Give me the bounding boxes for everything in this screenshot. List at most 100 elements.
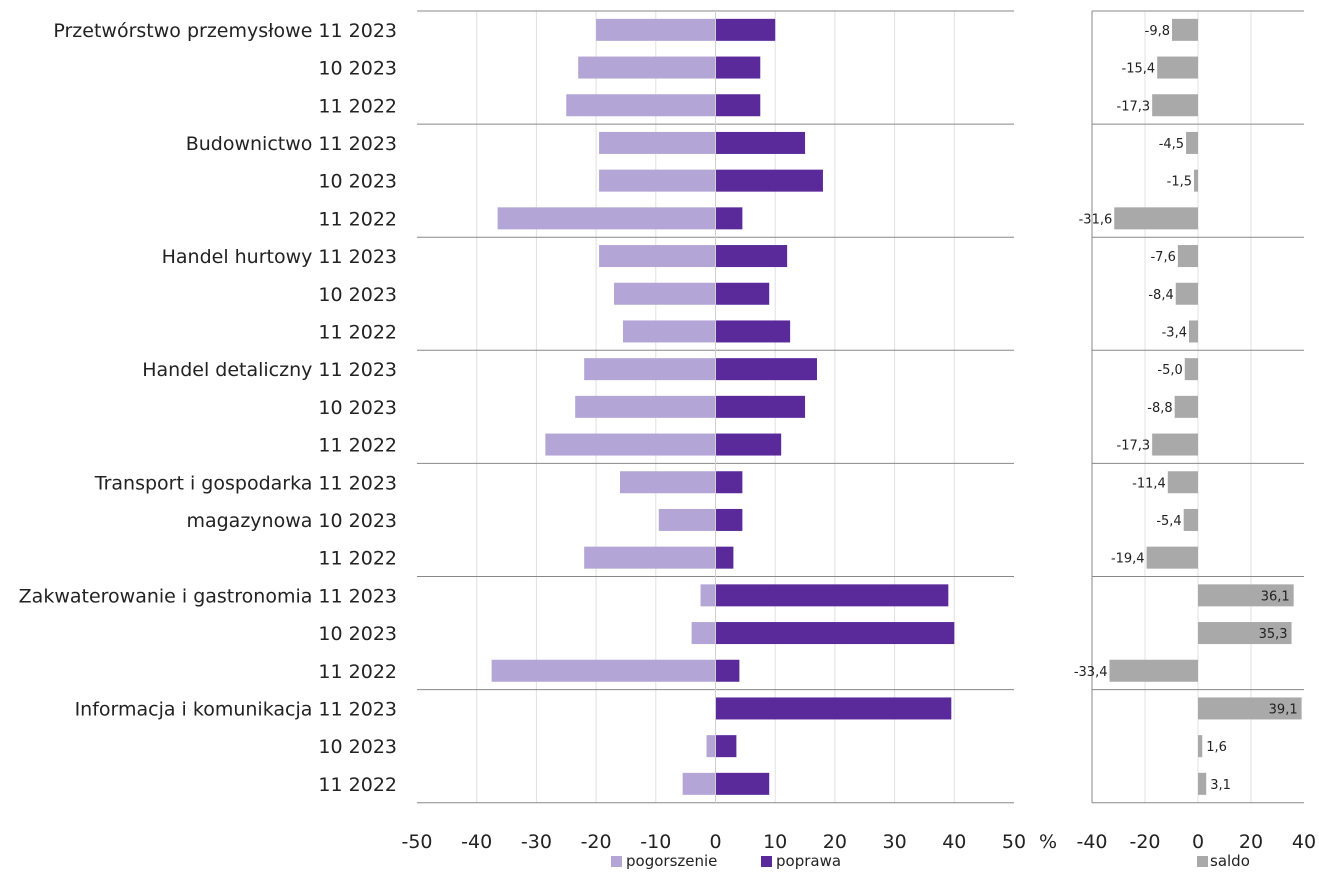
- bar-saldo: [1186, 131, 1198, 154]
- bar-pogorszenie: [599, 169, 716, 192]
- row-label: 10 2023: [318, 58, 397, 80]
- saldo-x-tick-label: -40: [1076, 831, 1107, 853]
- row-label: 10 2023: [318, 171, 397, 193]
- bar-pogorszenie: [578, 56, 716, 79]
- bar-pogorszenie: [599, 245, 716, 268]
- bar-saldo: [1114, 207, 1198, 230]
- bar-saldo: [1183, 508, 1198, 531]
- row-label: 11 2022: [318, 774, 397, 796]
- bar-pogorszenie: [584, 358, 716, 381]
- bar-poprawa: [715, 56, 761, 79]
- bar-poprawa: [715, 659, 740, 682]
- bar-saldo: [1198, 622, 1292, 645]
- bar-pogorszenie: [584, 546, 716, 569]
- unit-label: %: [1039, 831, 1057, 853]
- saldo-data-label: 35,3: [1259, 627, 1288, 642]
- row-label: 11 2022: [318, 208, 397, 230]
- bar-pogorszenie: [622, 320, 716, 343]
- bar-poprawa: [715, 245, 788, 268]
- saldo-data-label: -9,8: [1145, 24, 1170, 39]
- row-label: 11 2022: [318, 95, 397, 117]
- main-x-tick-label: -50: [401, 831, 432, 853]
- row-label: Handel detaliczny 11 2023: [142, 359, 397, 381]
- saldo-data-label: -11,4: [1132, 476, 1166, 491]
- saldo-data-label: -5,0: [1157, 363, 1182, 378]
- row-label: 11 2022: [318, 435, 397, 457]
- row-label: 10 2023: [318, 284, 397, 306]
- saldo-data-label: -31,6: [1079, 212, 1113, 227]
- row-label: 10 2023: [318, 736, 397, 758]
- bar-pogorszenie: [545, 433, 716, 456]
- saldo-x-tick-label: 40: [1292, 831, 1316, 853]
- saldo-data-label: -4,5: [1159, 137, 1184, 152]
- bar-poprawa: [715, 131, 806, 154]
- bar-poprawa: [715, 320, 791, 343]
- legend-label-pogorszenie: pogorszenie: [626, 852, 717, 870]
- saldo-data-label: 36,1: [1261, 589, 1290, 604]
- bar-poprawa: [715, 282, 770, 305]
- saldo-data-label: -1,5: [1167, 175, 1192, 190]
- bar-pogorszenie: [566, 94, 716, 117]
- saldo-data-label: -8,4: [1148, 288, 1173, 303]
- bar-poprawa: [715, 358, 817, 381]
- main-x-tick-label: -20: [581, 831, 612, 853]
- bar-poprawa: [715, 471, 743, 494]
- row-label: Przetwórstwo przemysłowe 11 2023: [53, 20, 397, 42]
- main-x-tick-label: -30: [521, 831, 552, 853]
- row-label: Zakwaterowanie i gastronomia 11 2023: [19, 585, 397, 607]
- row-label: Informacja i komunikacja 11 2023: [75, 698, 397, 720]
- main-x-tick-label: 30: [883, 831, 907, 853]
- row-label: 10 2023: [318, 623, 397, 645]
- saldo-x-tick-label: -20: [1129, 831, 1160, 853]
- bar-saldo: [1109, 659, 1198, 682]
- saldo-data-label: -7,6: [1150, 250, 1175, 265]
- bar-saldo: [1198, 735, 1203, 758]
- bar-pogorszenie: [691, 622, 716, 645]
- bar-poprawa: [715, 433, 782, 456]
- saldo-data-label: -15,4: [1122, 62, 1156, 77]
- bar-pogorszenie: [599, 131, 716, 154]
- saldo-data-label: -5,4: [1156, 514, 1181, 529]
- main-x-tick-label: 10: [763, 831, 787, 853]
- bar-pogorszenie: [575, 395, 716, 418]
- legend-swatch-pogorszenie: [611, 856, 622, 867]
- row-label: Handel hurtowy 11 2023: [162, 246, 397, 268]
- saldo-data-label: -17,3: [1117, 99, 1151, 114]
- bar-saldo: [1174, 395, 1198, 418]
- main-x-tick-label: 40: [942, 831, 966, 853]
- bar-poprawa: [715, 18, 776, 41]
- bar-saldo: [1167, 471, 1198, 494]
- saldo-data-label: 39,1: [1269, 702, 1298, 717]
- bar-pogorszenie: [700, 584, 716, 607]
- main-x-tick-label: -40: [461, 831, 492, 853]
- bar-poprawa: [715, 508, 743, 531]
- bar-pogorszenie: [682, 772, 716, 795]
- saldo-data-label: 3,1: [1210, 778, 1231, 793]
- bar-saldo: [1172, 18, 1198, 41]
- row-label: 11 2022: [318, 548, 397, 570]
- bar-poprawa: [715, 735, 737, 758]
- bar-saldo: [1152, 433, 1198, 456]
- bar-poprawa: [715, 169, 823, 192]
- bar-poprawa: [715, 697, 952, 720]
- bar-poprawa: [715, 546, 734, 569]
- saldo-data-label: -8,8: [1147, 401, 1172, 416]
- bar-pogorszenie: [658, 508, 716, 531]
- row-label: Budownictwo 11 2023: [186, 133, 397, 155]
- row-label: 11 2022: [318, 321, 397, 343]
- bar-saldo: [1194, 169, 1198, 192]
- bar-pogorszenie: [596, 18, 716, 41]
- legend-swatch-poprawa: [761, 856, 772, 867]
- bar-poprawa: [715, 395, 806, 418]
- bar-saldo: [1177, 245, 1198, 268]
- bar-poprawa: [715, 772, 770, 795]
- bar-poprawa: [715, 584, 949, 607]
- bar-saldo: [1198, 772, 1207, 795]
- legend-label-poprawa: poprawa: [776, 852, 841, 870]
- main-x-tick-label: 0: [709, 831, 721, 853]
- bar-poprawa: [715, 207, 743, 230]
- bar-pogorszenie: [619, 471, 716, 494]
- bar-saldo: [1152, 94, 1198, 117]
- bar-saldo: [1175, 282, 1198, 305]
